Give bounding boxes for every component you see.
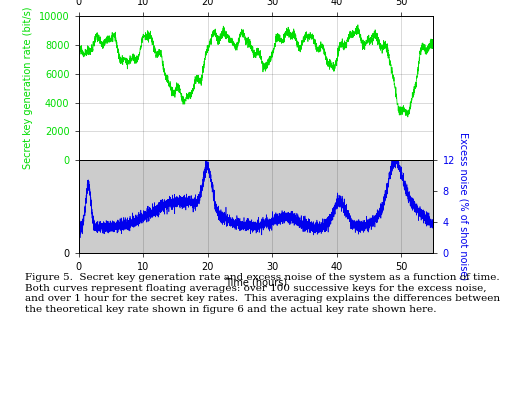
Y-axis label: Secret key generation rate (bit/s): Secret key generation rate (bit/s) — [23, 7, 33, 169]
Y-axis label: Excess noise (% of shot noise): Excess noise (% of shot noise) — [459, 133, 469, 281]
X-axis label: Time (hours): Time (hours) — [225, 277, 287, 288]
Text: Figure 5.  Secret key generation rate and excess noise of the system as a functi: Figure 5. Secret key generation rate and… — [25, 273, 503, 314]
